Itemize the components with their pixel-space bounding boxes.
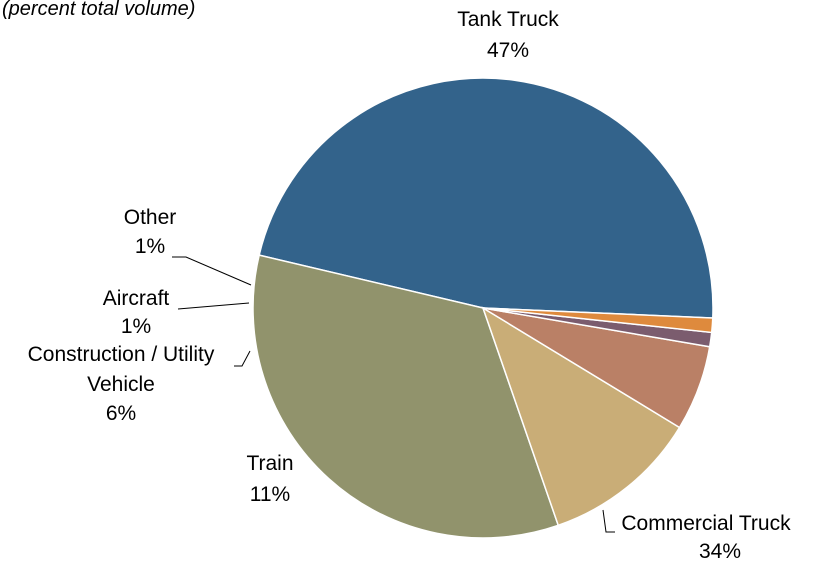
leader-lines xyxy=(172,256,615,533)
slice-value-tank-truck: 47% xyxy=(487,39,529,62)
slice-value-other: 1% xyxy=(135,235,165,258)
slice-label-other: Other xyxy=(124,206,177,229)
pie-slice-other xyxy=(482,307,714,334)
leader-line-other xyxy=(172,256,252,286)
slice-label-tank-truck: Tank Truck xyxy=(457,8,559,31)
slice-value-aircraft: 1% xyxy=(121,315,151,338)
pie-slice-train xyxy=(481,306,681,527)
leader-line-aircraft xyxy=(177,302,250,310)
pie-slice-commercial-truck xyxy=(252,254,560,539)
slice-label-aircraft: Aircraft xyxy=(103,287,170,310)
slice-label-construction-utility-vehicle: Vehicle xyxy=(87,373,155,396)
slice-value-train: 11% xyxy=(250,483,290,506)
slice-label-commercial-truck: Commercial Truck xyxy=(621,512,791,535)
leader-line-commercial-truck xyxy=(602,509,615,533)
slice-labels: Tank Truck 47% Commercial Truck 34% Train 11%… xyxy=(28,8,791,563)
slice-label-construction-utility-vehicle: Construction / Utility xyxy=(28,343,215,366)
slice-value-construction-utility-vehicle: 6% xyxy=(106,402,136,425)
leader-line-construction-utility-vehicle xyxy=(234,350,251,367)
pie-slices xyxy=(252,77,714,539)
pie-slice-tank-truck xyxy=(258,77,714,319)
chart-subtitle: (percent total volume) xyxy=(2,0,196,20)
slice-value-commercial-truck: 34% xyxy=(699,540,741,563)
slice-label-train: Train xyxy=(246,452,293,475)
